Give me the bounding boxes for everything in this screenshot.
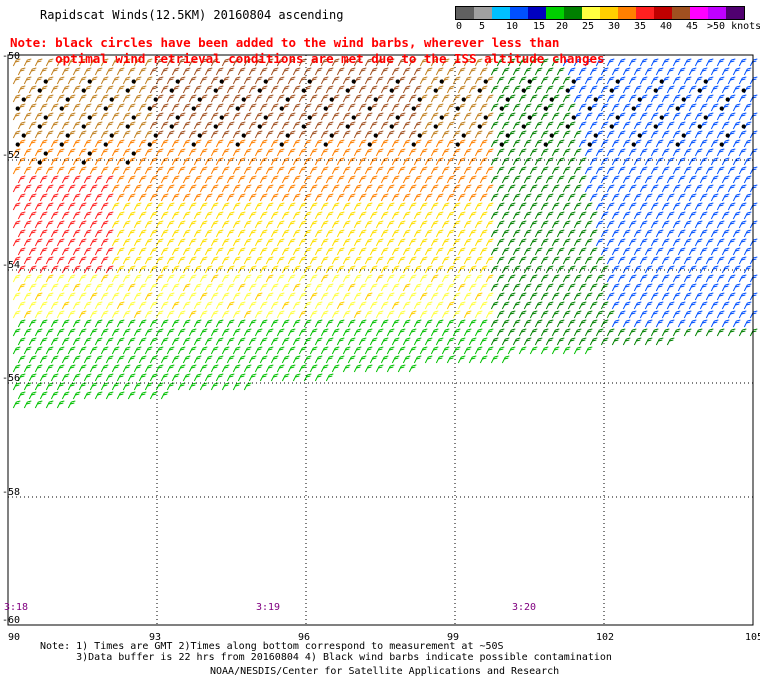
time-label: 3:20 bbox=[512, 602, 536, 613]
colorbar-swatch bbox=[546, 7, 564, 19]
colorbar-label: 10 bbox=[506, 21, 519, 32]
lon-tick-label: 105 bbox=[745, 632, 760, 643]
footer-credit: NOAA/NESDIS/Center for Satellite Applica… bbox=[210, 666, 560, 677]
wind-barb-group bbox=[12, 319, 593, 409]
footer-note-1: Note: 1) Times are GMT 2)Times along bot… bbox=[40, 641, 504, 652]
map-frame bbox=[7, 54, 754, 626]
colorbar-swatch bbox=[492, 7, 510, 19]
time-label: 3:18 bbox=[4, 602, 28, 613]
colorbar-swatch bbox=[726, 7, 744, 19]
lat-tick-label: -56 bbox=[2, 373, 20, 384]
colorbar-swatch bbox=[582, 7, 600, 19]
axis-labels: 90 93 96 99 102 105 -50 -52 -54 -56 -58 -60 3:18 3:19… bbox=[2, 51, 760, 643]
contamination-circles bbox=[15, 79, 746, 165]
lat-tick-label: -58 bbox=[2, 487, 20, 498]
wind-barbs bbox=[12, 58, 758, 409]
lat-tick-label: -60 bbox=[2, 615, 20, 626]
wind-barb-group bbox=[562, 58, 758, 328]
colorbar-swatch bbox=[528, 7, 546, 19]
wind-barb-group bbox=[111, 202, 494, 274]
colorbar-swatch bbox=[690, 7, 708, 19]
colorbar-swatch bbox=[564, 7, 582, 19]
colorbar-label: 0 bbox=[456, 21, 463, 32]
colorbar-label: 45 bbox=[686, 21, 699, 32]
colorbar-swatch bbox=[708, 7, 726, 19]
colorbar-swatch bbox=[600, 7, 618, 19]
lon-tick-label: 96 bbox=[298, 632, 310, 643]
time-label: 3:19 bbox=[256, 602, 280, 613]
colorbar-swatch bbox=[636, 7, 654, 19]
colorbar-swatch bbox=[510, 7, 528, 19]
wind-barb-group bbox=[149, 58, 422, 139]
colorbar-label: >50 knots bbox=[707, 21, 760, 32]
map-title: Rapidscat Winds(12.5KM) 20160804 ascendi… bbox=[40, 8, 344, 22]
colorbar-label: 35 bbox=[634, 21, 647, 32]
colorbar-swatch bbox=[672, 7, 690, 19]
colorbar-label: 25 bbox=[582, 21, 595, 32]
lat-tick-label: -52 bbox=[2, 150, 20, 161]
lon-tick-label: 90 bbox=[8, 632, 20, 643]
colorbar-label: 30 bbox=[608, 21, 621, 32]
colorbar-label: 20 bbox=[556, 21, 569, 32]
colorbar-swatch bbox=[618, 7, 636, 19]
note-line-1: Note: black circles have been added to t… bbox=[10, 35, 560, 50]
wind-barb-group bbox=[490, 58, 758, 346]
wind-barb-group bbox=[12, 58, 494, 139]
wind-speed-colorbar bbox=[455, 6, 745, 20]
note-line-2: optimal wind retrieval conditions are me… bbox=[10, 51, 605, 66]
lat-tick-label: -50 bbox=[2, 51, 20, 62]
colorbar-label: 40 bbox=[660, 21, 673, 32]
colorbar-label: 15 bbox=[533, 21, 546, 32]
footer-note-2: 3)Data buffer is 22 hrs from 20160804 4)… bbox=[40, 652, 612, 663]
wind-barb-group bbox=[12, 175, 114, 274]
colorbar-swatch bbox=[654, 7, 672, 19]
lon-tick-label: 93 bbox=[149, 632, 161, 643]
lat-tick-label: -54 bbox=[2, 260, 20, 271]
colorbar-label: 5 bbox=[479, 21, 486, 32]
wind-barb-group bbox=[17, 274, 494, 319]
wind-barb-group bbox=[12, 274, 494, 319]
contamination-note: Note: black circles have been added to t… bbox=[10, 35, 605, 67]
wind-barb-group bbox=[12, 139, 494, 202]
colorbar-swatch bbox=[456, 7, 474, 19]
lon-tick-label: 102 bbox=[596, 632, 614, 643]
colorbar-swatch bbox=[474, 7, 492, 19]
lon-tick-label: 99 bbox=[447, 632, 459, 643]
lat-lon-grid bbox=[8, 55, 753, 625]
